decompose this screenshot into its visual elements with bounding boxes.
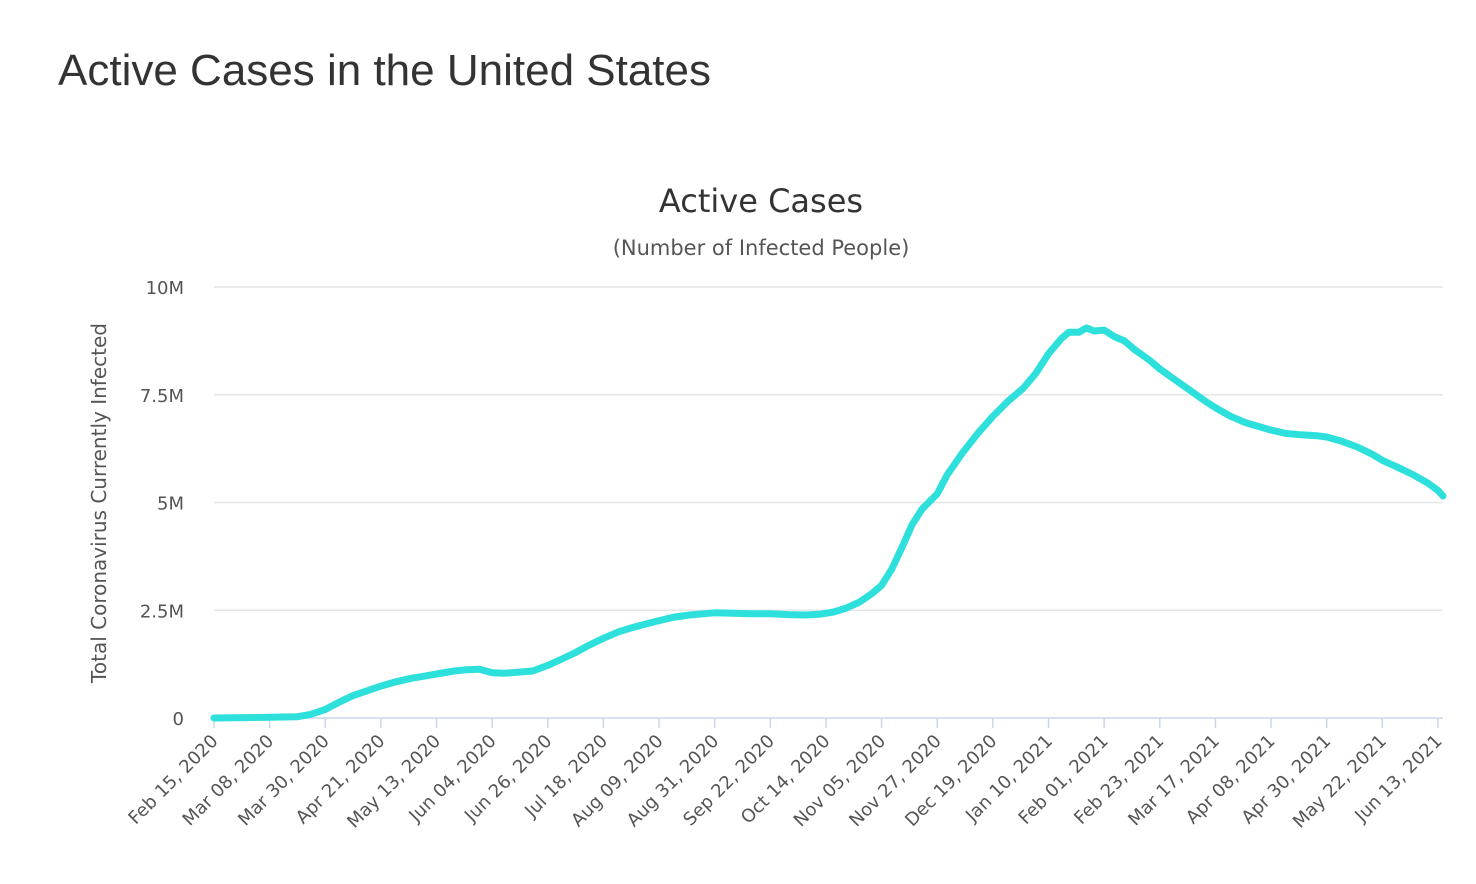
y-axis-ticks: 0 2.5M 5M 7.5M 10M xyxy=(140,278,184,730)
grid-lines xyxy=(214,286,1443,719)
y-tick-label: 2.5M xyxy=(140,601,184,622)
page-title: Active Cases in the United States xyxy=(58,46,711,95)
y-tick-label: 5M xyxy=(157,494,184,515)
series-line-currently-infected xyxy=(210,324,1447,722)
y-tick-label: 0 xyxy=(173,709,184,730)
chart-title: Active Cases xyxy=(659,182,863,220)
chart-subtitle: (Number of Infected People) xyxy=(613,236,910,260)
y-axis-label: Total Coronavirus Currently Infected xyxy=(87,323,111,684)
series-layer xyxy=(210,324,1447,722)
y-tick-label: 7.5M xyxy=(140,386,184,407)
y-tick-label: 10M xyxy=(146,278,184,299)
